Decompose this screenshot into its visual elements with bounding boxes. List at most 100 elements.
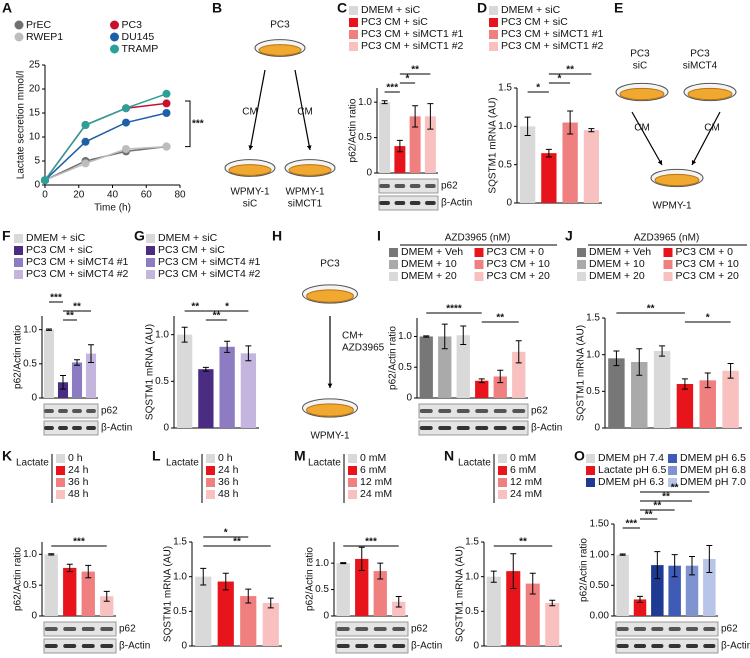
- blot-strip: [43, 638, 117, 654]
- error-bar: [427, 103, 434, 130]
- y-tick-label: 1.0: [173, 571, 187, 582]
- blot-band: [633, 644, 647, 648]
- legend-swatch: [348, 490, 357, 499]
- blot-band: [373, 627, 387, 631]
- blot-label: β-Actin: [119, 641, 150, 652]
- dish-cells: [228, 164, 272, 176]
- blot-strip: [615, 638, 719, 654]
- y-tick-label: 25: [29, 60, 41, 71]
- legend-label: 24 mM: [360, 488, 392, 500]
- panel-letter: M: [294, 448, 306, 464]
- bar: [685, 565, 699, 616]
- blot-band: [44, 627, 58, 631]
- legend-label: PC3: [122, 19, 143, 31]
- y-tick-label: 1.00: [590, 549, 610, 560]
- blot-band: [379, 201, 390, 205]
- bar: [240, 596, 257, 646]
- significance-label: **: [233, 537, 241, 548]
- error-bar: [490, 570, 497, 583]
- dish-cells: [288, 164, 332, 176]
- panel-letter: B: [212, 0, 222, 16]
- diagram-label: siMCT4: [683, 61, 718, 72]
- arrow-head: [248, 145, 254, 150]
- error-bar: [85, 564, 92, 579]
- blot-band: [336, 644, 350, 648]
- y-tick-label: 1.0: [465, 571, 479, 582]
- legend-label: 12 mM: [510, 476, 542, 488]
- dish-cells: [654, 173, 700, 187]
- blot-band: [44, 644, 58, 648]
- legend-label: DMEM pH 7.0: [680, 476, 746, 488]
- panel-letter: C: [337, 0, 347, 16]
- legend-swatch: [206, 490, 215, 499]
- series-point: [162, 89, 171, 98]
- legend-label: DMEM + 20: [401, 270, 457, 282]
- blot-band: [685, 644, 699, 648]
- error-bar: [549, 599, 556, 607]
- legend-label: PC3 CM + siMCT1 #2: [361, 40, 464, 52]
- legend-label: PC3 CM + siC: [26, 244, 93, 256]
- legend-swatch: [474, 260, 484, 269]
- error-bar: [497, 369, 504, 384]
- y-tick-label: 1.0: [498, 121, 512, 132]
- panel-letter: O: [574, 448, 585, 464]
- bar: [562, 122, 578, 203]
- legend-label: DMEM + siC: [501, 4, 561, 16]
- error-bar: [88, 344, 94, 363]
- error-bar: [613, 350, 620, 367]
- blot-band: [86, 426, 96, 430]
- error-bar: [524, 116, 531, 137]
- legend-swatch: [586, 478, 595, 487]
- bar: [512, 351, 526, 398]
- legend-swatch: [489, 42, 498, 51]
- legend-label: PC3 CM + siMCT1 #1: [361, 28, 464, 40]
- y-tick-label: 1.5: [498, 83, 512, 94]
- bar: [217, 581, 234, 646]
- error-bar: [48, 553, 55, 556]
- legend-label: DMEM + 20: [589, 270, 645, 282]
- y-tick-label: 1.5: [465, 537, 479, 548]
- legend-title: AZD3965 (nM): [445, 233, 511, 244]
- legend-label: 6 mM: [510, 464, 536, 476]
- bar: [506, 571, 521, 646]
- blot-band: [355, 644, 369, 648]
- legend-label: PC3 CM + 0: [676, 246, 734, 258]
- legend-label: DMEM pH 6.3: [598, 476, 664, 488]
- bar: [176, 334, 193, 428]
- blot-strip: [418, 403, 529, 419]
- diagram-label: CM: [297, 107, 313, 118]
- diagram-label: PC3: [630, 49, 650, 60]
- error-bar: [515, 340, 522, 364]
- legend-title: AZD3965 (nM): [634, 233, 700, 244]
- error-bar: [181, 326, 188, 343]
- y-tick-label: 0.5: [358, 132, 372, 143]
- blot-band: [512, 409, 526, 413]
- legend-label: DMEM + Veh: [589, 246, 651, 258]
- blot-label: p62: [531, 406, 548, 417]
- legend-swatch: [146, 246, 155, 255]
- legend-label: PC3 CM + siMCT4 #1: [26, 256, 129, 268]
- blot-band: [668, 644, 681, 648]
- legend-label: 48 h: [218, 488, 239, 500]
- y-tick-label: 0: [473, 641, 479, 652]
- legend-label: PC3 CM + siMCT1 #2: [501, 40, 604, 52]
- blot-band: [81, 644, 95, 648]
- blot-strip: [43, 420, 99, 436]
- legend-swatch: [349, 30, 358, 39]
- diagram-label: CM: [704, 123, 720, 134]
- y-tick-label: 1.0: [398, 331, 412, 342]
- dish-cells: [306, 403, 354, 417]
- blot-band: [703, 644, 716, 648]
- significance-label: **: [411, 65, 419, 76]
- y-axis-label: SQSTM1 mRNA (AU): [576, 325, 587, 421]
- error-bar: [727, 362, 734, 379]
- blot-label: p62: [411, 624, 428, 635]
- y-tick-label: 0.5: [173, 606, 187, 617]
- bar: [653, 351, 671, 428]
- legend-swatch: [668, 454, 677, 463]
- y-tick-label: 1.0: [23, 549, 37, 560]
- blot-label: p62: [441, 181, 458, 192]
- blot-band: [493, 409, 507, 413]
- error-bar: [377, 562, 384, 580]
- y-tick-label: 1.0: [586, 349, 600, 360]
